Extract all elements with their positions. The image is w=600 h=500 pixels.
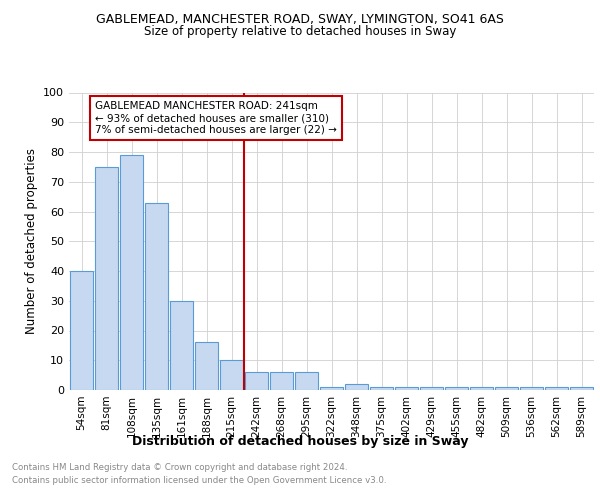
Text: Contains HM Land Registry data © Crown copyright and database right 2024.: Contains HM Land Registry data © Crown c… [12, 462, 347, 471]
Bar [345, 384, 368, 390]
Bar [295, 372, 318, 390]
Y-axis label: Number of detached properties: Number of detached properties [25, 148, 38, 334]
Text: Size of property relative to detached houses in Sway: Size of property relative to detached ho… [144, 25, 456, 38]
Text: GABLEMEAD MANCHESTER ROAD: 241sqm
← 93% of detached houses are smaller (310)
7% : GABLEMEAD MANCHESTER ROAD: 241sqm ← 93% … [95, 102, 337, 134]
Bar [70, 271, 93, 390]
Bar [520, 387, 543, 390]
Bar [495, 387, 518, 390]
Bar [320, 387, 343, 390]
Bar [470, 387, 493, 390]
Bar [545, 387, 568, 390]
Bar [195, 342, 218, 390]
Bar [395, 387, 418, 390]
Bar [245, 372, 268, 390]
Bar [220, 360, 243, 390]
Text: Distribution of detached houses by size in Sway: Distribution of detached houses by size … [132, 435, 468, 448]
Bar [270, 372, 293, 390]
Bar [120, 155, 143, 390]
Text: Contains public sector information licensed under the Open Government Licence v3: Contains public sector information licen… [12, 476, 386, 485]
Bar [95, 167, 118, 390]
Bar [420, 387, 443, 390]
Bar [570, 387, 593, 390]
Bar [445, 387, 468, 390]
Bar [170, 300, 193, 390]
Bar [370, 387, 393, 390]
Text: GABLEMEAD, MANCHESTER ROAD, SWAY, LYMINGTON, SO41 6AS: GABLEMEAD, MANCHESTER ROAD, SWAY, LYMING… [96, 12, 504, 26]
Bar [145, 202, 168, 390]
